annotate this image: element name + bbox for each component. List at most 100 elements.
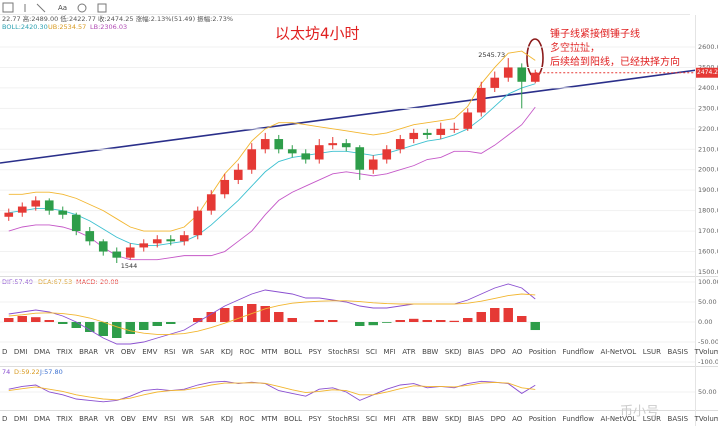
indicator-tab[interactable]: StochRSI [328, 415, 359, 423]
indicator-tab[interactable]: LSUR [643, 348, 661, 356]
indicator-tab[interactable]: Position [529, 415, 556, 423]
y-tick-label: 2000.00 [698, 166, 718, 174]
indicator-tab[interactable]: MTM [261, 348, 277, 356]
indicator-tab[interactable]: SAR [200, 415, 214, 423]
indicator-tab[interactable]: VR [105, 415, 115, 423]
macd-bar [395, 320, 405, 322]
indicator-tab[interactable]: MTM [261, 415, 277, 423]
tool-icon[interactable] [2, 2, 14, 13]
indicator-tab[interactable]: AO [512, 348, 523, 356]
chart-title: 以太坊4小时 [275, 25, 360, 43]
indicator-tab[interactable]: PSY [309, 348, 323, 356]
indicator-tab[interactable]: DMI [14, 415, 28, 423]
indicator-tab[interactable]: KDJ [221, 415, 233, 423]
indicator-tab[interactable]: DPO [490, 348, 506, 356]
y-tick-label: 2600.00 [698, 43, 718, 51]
indicator-tab[interactable]: D [2, 348, 7, 356]
indicator-tab[interactable]: ROC [239, 348, 254, 356]
indicator-tab[interactable]: SCI [366, 348, 377, 356]
indicator-tab[interactable]: KDJ [221, 348, 233, 356]
macd-bar [382, 322, 392, 323]
macd-bar [368, 322, 378, 326]
candle-body [206, 194, 216, 211]
indicator-tab[interactable]: MFI [384, 348, 396, 356]
macd-bar [193, 318, 203, 322]
indicator-tab[interactable]: EMV [142, 348, 157, 356]
indicator-tab[interactable]: StochRSI [328, 348, 359, 356]
indicator-tab[interactable]: LSUR [643, 415, 661, 423]
macd-bar [274, 312, 284, 322]
indicator-tab[interactable]: BOLL [284, 348, 302, 356]
indicator-tab[interactable]: BIAS [468, 415, 485, 423]
indicator-tab[interactable]: WR [182, 348, 194, 356]
indicator-tab[interactable]: BBW [422, 348, 438, 356]
indicator-tab[interactable]: DMA [34, 415, 50, 423]
indicator-tab[interactable]: BBW [422, 415, 438, 423]
indicator-tab[interactable]: SAR [200, 348, 214, 356]
indicator-tab[interactable]: Position [529, 348, 556, 356]
indicator-tab[interactable]: AI-NetVOL [600, 415, 636, 423]
candle-body [125, 247, 135, 258]
macd-bar [139, 322, 149, 330]
indicator-tab[interactable]: RSI [164, 415, 175, 423]
macd-bar [206, 312, 216, 322]
macd-bar [517, 316, 527, 322]
price-tag [696, 67, 718, 78]
tool-icon[interactable]: Aa [58, 4, 67, 12]
macd-bar [17, 316, 27, 322]
trend-line [0, 69, 698, 164]
y-tick-label: 1800.00 [698, 207, 718, 215]
indicator-tab[interactable]: Fundflow [563, 348, 595, 356]
kdj-header: J:57.80 [39, 368, 63, 376]
indicator-tab[interactable]: TVolume [694, 415, 718, 423]
indicator-tab[interactable]: BASIS [668, 415, 689, 423]
indicator-tab[interactable]: MFI [384, 415, 396, 423]
indicator-tab[interactable]: Fundflow [563, 415, 595, 423]
y-tick-label: 2500.00 [698, 63, 718, 71]
indicator-tab[interactable]: BRAR [79, 348, 98, 356]
candle-body [193, 210, 203, 236]
y-tick-label: 50.00 [698, 298, 717, 306]
kdj-line [8, 382, 536, 401]
tool-icon[interactable] [36, 3, 46, 13]
indicator-tab[interactable]: BRAR [79, 415, 98, 423]
tool-icon[interactable] [97, 3, 107, 13]
indicator-tab[interactable]: PSY [309, 415, 323, 423]
indicator-tab[interactable]: OBV [121, 415, 136, 423]
indicator-tab[interactable]: TVolume [694, 348, 718, 356]
tool-icon[interactable] [77, 3, 87, 13]
indicator-tab[interactable]: BASIS [668, 348, 689, 356]
y-tick-label: 0.00 [698, 318, 712, 326]
indicator-tab[interactable]: ATR [402, 415, 416, 423]
candle-body [31, 200, 41, 207]
indicator-tab[interactable]: BIAS [468, 348, 485, 356]
indicator-tab[interactable]: DMA [34, 348, 50, 356]
indicator-tab[interactable]: EMV [142, 415, 157, 423]
indicator-tab[interactable]: ATR [402, 348, 416, 356]
macd-bar [463, 318, 473, 322]
indicator-tab[interactable]: VR [105, 348, 115, 356]
y-tick-label: 50.00 [698, 388, 717, 396]
indicator-tab[interactable]: OBV [121, 348, 136, 356]
indicator-tab[interactable]: AI-NetVOL [600, 348, 636, 356]
y-tick-label: 1600.00 [698, 248, 718, 256]
indicator-tab[interactable]: WR [182, 415, 194, 423]
y-tick-label: 2400.00 [698, 84, 718, 92]
indicator-tab[interactable]: AO [512, 415, 523, 423]
indicator-tab[interactable]: DPO [490, 415, 506, 423]
indicator-tab[interactable]: BOLL [284, 415, 302, 423]
indicator-tab[interactable]: TRIX [56, 348, 73, 356]
indicator-tab[interactable]: SKDJ [445, 348, 462, 356]
candle-body [71, 214, 81, 232]
toolbar[interactable]: Aa [0, 2, 690, 15]
indicator-tab[interactable]: RSI [164, 348, 175, 356]
indicator-tab[interactable]: SKDJ [445, 415, 462, 423]
indicator-tab[interactable]: DMI [14, 348, 28, 356]
indicator-tab[interactable]: ROC [239, 415, 254, 423]
indicator-tab[interactable]: SCI [366, 415, 377, 423]
macd-bar [233, 306, 243, 322]
annotation: 锤子线紧接倒锤子线 [550, 27, 640, 40]
indicator-tab[interactable]: TRIX [56, 415, 73, 423]
candle-body [85, 231, 95, 242]
indicator-tab[interactable]: D [2, 415, 7, 423]
